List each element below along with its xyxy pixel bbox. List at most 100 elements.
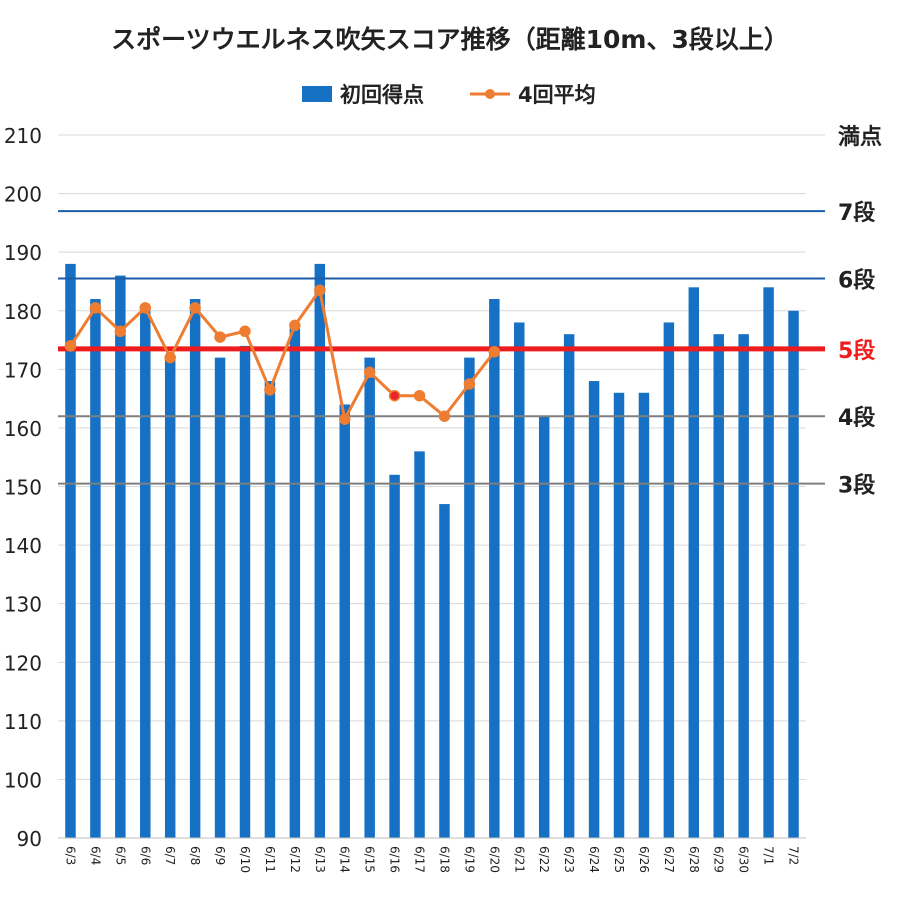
- bar: [115, 275, 126, 839]
- y-tick-label: 160: [4, 417, 42, 441]
- x-tick-label: 6/19: [462, 846, 476, 873]
- bar: [189, 299, 201, 838]
- x-tick-label: 6/5: [113, 846, 127, 865]
- y-tick-label: 150: [4, 476, 42, 500]
- x-tick-label: 6/13: [313, 846, 327, 873]
- y-tick-label: 200: [4, 183, 42, 207]
- bar: [264, 381, 276, 838]
- legend-swatch-marker: [485, 89, 495, 99]
- legend-label-line: 4回平均: [518, 83, 596, 107]
- average-point: [463, 378, 476, 390]
- bar: [763, 287, 774, 839]
- reference-lines: 満点 7段 6段 5段 4段 3段: [58, 124, 882, 499]
- average-point: [438, 410, 451, 422]
- average-point: [314, 284, 326, 296]
- average-point: [114, 325, 127, 338]
- x-tick-label: 6/15: [363, 846, 377, 873]
- x-tick-label: 6/17: [413, 846, 427, 873]
- y-tick-label: 180: [4, 300, 42, 324]
- bar: [663, 322, 675, 838]
- x-tick-label: 6/9: [213, 846, 227, 865]
- average-point: [289, 319, 301, 332]
- average-point: [413, 389, 426, 402]
- bar: [788, 310, 799, 838]
- average-point: [189, 302, 201, 314]
- line-series: [64, 284, 501, 425]
- average-point: [488, 346, 501, 358]
- x-tick-label: 6/4: [88, 846, 102, 865]
- average-point: [388, 389, 401, 402]
- x-tick-label: 6/11: [263, 846, 277, 873]
- y-tick-label: 100: [4, 768, 42, 792]
- x-tick-label: 6/29: [712, 846, 726, 873]
- reference-line-label: 3段: [838, 473, 875, 499]
- average-point: [264, 384, 276, 396]
- x-axis-ticks: 6/3 6/4 6/5 6/6 6/7 6/8 6/9 6/10 6/11 6/12 6/13 6/1…: [58, 837, 806, 873]
- y-tick-label: 190: [4, 241, 42, 265]
- y-tick-label: 120: [4, 651, 42, 675]
- reference-line-label: 7段: [838, 200, 875, 226]
- average-point: [164, 351, 176, 364]
- reference-line-label: 満点: [838, 124, 882, 150]
- average-point: [239, 325, 251, 338]
- average-point: [64, 340, 77, 352]
- average-point: [89, 302, 102, 314]
- bar: [563, 334, 575, 838]
- bar: [314, 263, 326, 839]
- bar: [90, 299, 101, 838]
- x-tick-label: 7/2: [787, 846, 801, 865]
- x-tick-label: 6/18: [437, 846, 451, 873]
- x-tick-label: 6/22: [537, 846, 551, 873]
- x-tick-label: 7/1: [762, 846, 776, 865]
- bar: [339, 404, 350, 838]
- bar: [389, 474, 400, 838]
- bar: [414, 451, 425, 838]
- bar: [613, 392, 625, 838]
- y-tick-label: 210: [4, 124, 42, 148]
- y-axis-ticks: 90 100 110 120 130 140 150 160 170 180 190 200 210: [4, 124, 42, 851]
- bar: [239, 345, 251, 838]
- x-tick-label: 6/10: [238, 846, 252, 873]
- average-point: [214, 331, 226, 343]
- legend-swatch-bar: [302, 86, 332, 102]
- x-tick-label: 6/7: [163, 846, 177, 865]
- average-point: [363, 366, 376, 379]
- reference-line-label: 4段: [838, 405, 875, 431]
- y-tick-label: 130: [4, 593, 42, 617]
- x-tick-label: 6/6: [138, 846, 152, 865]
- x-tick-label: 6/30: [737, 846, 751, 873]
- x-tick-label: 6/12: [288, 846, 302, 873]
- average-line: [69, 288, 496, 421]
- x-tick-label: 6/21: [512, 846, 526, 873]
- x-tick-label: 6/28: [687, 846, 701, 873]
- bar: [688, 287, 700, 839]
- y-tick-label: 140: [4, 534, 42, 558]
- y-tick-label: 170: [4, 358, 42, 382]
- bar: [214, 357, 226, 838]
- bar: [489, 299, 500, 838]
- x-tick-label: 6/26: [637, 846, 651, 873]
- x-tick-label: 6/20: [487, 846, 501, 873]
- bar: [588, 381, 600, 838]
- x-tick-label: 6/16: [388, 846, 402, 873]
- bar: [140, 304, 151, 838]
- x-tick-label: 6/24: [587, 846, 601, 873]
- bar: [713, 334, 724, 838]
- bar-series: [65, 263, 799, 839]
- x-tick-label: 6/14: [338, 846, 352, 873]
- y-tick-label: 110: [4, 710, 42, 734]
- bar: [638, 392, 650, 838]
- bar: [464, 357, 475, 838]
- bar: [289, 328, 301, 838]
- bar: [164, 357, 176, 838]
- x-tick-label: 6/3: [63, 846, 77, 865]
- average-point: [139, 302, 152, 314]
- bar: [514, 322, 525, 838]
- chart-title: スポーツウエルネス吹矢スコア推移（距離10m、3段以上）: [111, 25, 789, 54]
- reference-line-label: 6段: [838, 268, 875, 294]
- x-tick-label: 6/23: [562, 846, 576, 873]
- chart-legend: 初回得点 4回平均: [302, 83, 596, 107]
- reference-line-label: 5段: [838, 338, 875, 364]
